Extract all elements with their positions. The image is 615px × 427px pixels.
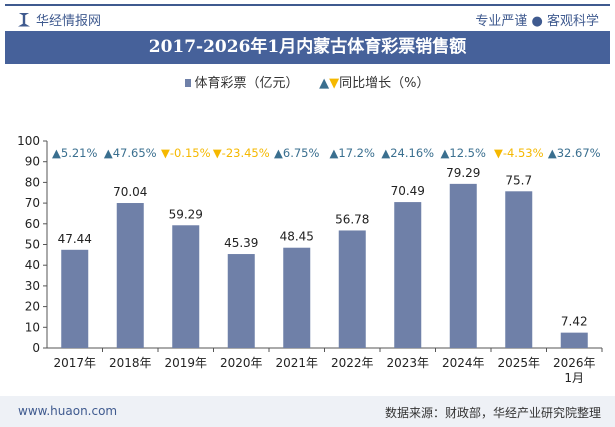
growth-label: ▼-23.45% [213, 146, 270, 160]
bar-value-label: 7.42 [561, 315, 588, 329]
bar [449, 183, 477, 348]
x-tick-label: 2017年 [53, 356, 96, 370]
bar [116, 203, 144, 348]
bar-value-label: 56.78 [335, 212, 369, 226]
y-tick-label: 100 [17, 134, 40, 148]
growth-label: ▲5.21% [52, 146, 97, 160]
growth-label: ▼-0.15% [161, 146, 211, 160]
source: 数据来源：财政部，华经产业研究院整理 [384, 406, 601, 420]
slogan: 专业严谨 ● 客观科学 [475, 14, 599, 29]
chart-title: 2017-2026年1月内蒙古体育彩票销售额 [5, 31, 610, 64]
growth-label: ▲12.5% [441, 146, 486, 160]
growth-label: ▲6.75% [274, 146, 319, 160]
bar [283, 247, 311, 348]
bar-value-label: 59.29 [169, 207, 203, 221]
bar-value-label: 70.04 [113, 185, 147, 199]
footer: www.huaon.com 数据来源：财政部，华经产业研究院整理 [0, 396, 615, 427]
website: www.huaon.com [18, 404, 118, 418]
legend-growth-label: 同比增长（%） [339, 76, 430, 91]
legend-bar-swatch [185, 79, 192, 87]
x-tick-label: 2025年 [497, 356, 540, 370]
y-tick-label: 20 [25, 300, 40, 314]
y-tick-label: 40 [25, 258, 40, 272]
bar-value-label: 48.45 [280, 230, 314, 244]
legend: 体育彩票（亿元） ▲▼同比增长（%） [0, 72, 615, 91]
bar [338, 230, 366, 348]
legend-bar-label: 体育彩票（亿元） [194, 76, 299, 91]
top-rule [5, 4, 610, 6]
y-tick-label: 0 [32, 341, 40, 355]
bar [560, 332, 588, 348]
growth-label: ▲47.65% [104, 146, 157, 160]
x-tick-label: 1月 [564, 371, 584, 385]
y-tick-label: 70 [25, 196, 40, 210]
y-tick-label: 80 [25, 175, 40, 189]
bar-value-label: 75.7 [505, 173, 532, 187]
y-tick-label: 10 [25, 320, 40, 334]
bar-value-label: 70.49 [391, 184, 425, 198]
x-tick-label: 2019年 [164, 356, 207, 370]
x-tick-label: 2018年 [109, 356, 152, 370]
x-tick-label: 2023年 [386, 356, 429, 370]
y-tick-label: 60 [25, 217, 40, 231]
growth-label: ▲24.16% [381, 146, 434, 160]
growth-label: ▲17.2% [330, 146, 375, 160]
legend-up-icon: ▲ [319, 76, 330, 91]
brand-name: 华经情报网 [36, 14, 102, 29]
legend-down-icon: ▼ [329, 76, 340, 91]
bar [505, 191, 533, 348]
bar-value-label: 45.39 [224, 236, 258, 250]
bar-value-label: 47.44 [58, 232, 92, 246]
x-tick-label: 2024年 [442, 356, 485, 370]
y-tick-label: 90 [25, 155, 40, 169]
bar [227, 254, 255, 348]
growth-label: ▲32.67% [548, 146, 601, 160]
x-tick-label: 2020年 [220, 356, 263, 370]
x-tick-label: 2022年 [331, 356, 374, 370]
y-tick-label: 50 [25, 238, 40, 252]
growth-label: ▼-4.53% [494, 146, 544, 160]
x-tick-label: 2021年 [275, 356, 318, 370]
x-tick-label: 2026年 [553, 356, 596, 370]
brand: 华经情报网 [18, 10, 101, 29]
bar [61, 249, 89, 348]
bar [172, 225, 200, 348]
bar [394, 202, 422, 348]
bar-value-label: 79.29 [446, 166, 480, 180]
y-tick-label: 30 [25, 279, 40, 293]
